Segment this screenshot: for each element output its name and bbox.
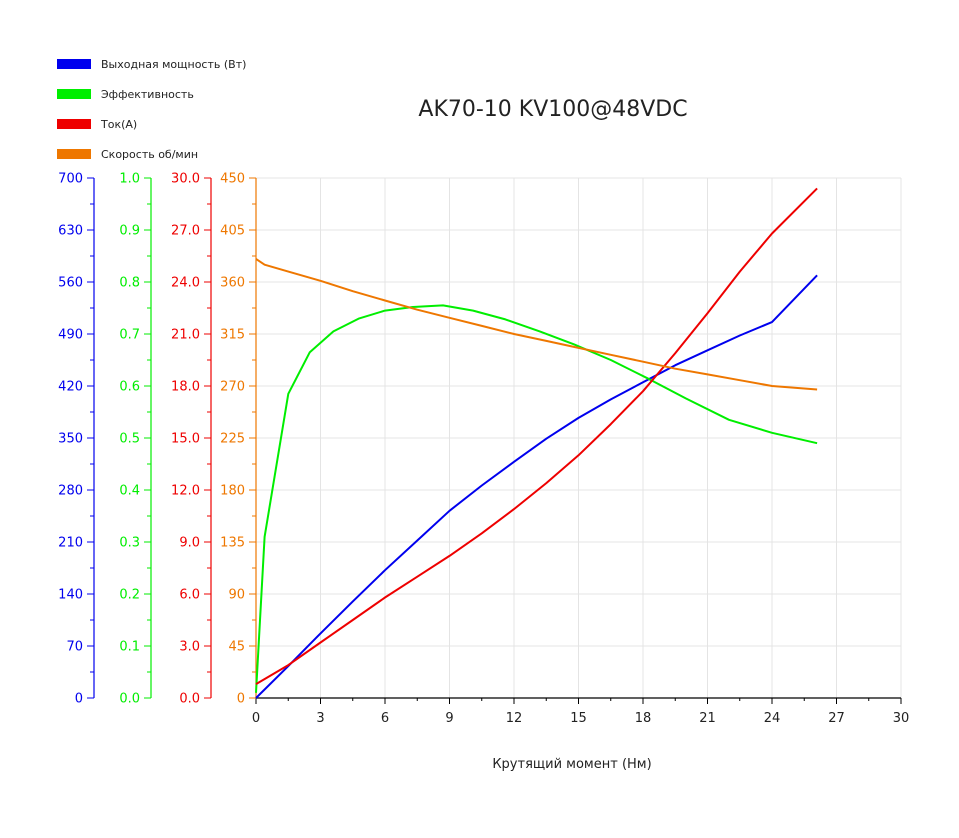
y-tick-label-eff: 0.9 [119,224,140,239]
y-tick-label-power: 140 [58,588,83,603]
y-tick-label-current: 0.0 [179,692,200,707]
y-tick-label-current: 15.0 [171,432,200,447]
series-line-current [255,187,818,685]
y-tick-label-current: 30.0 [171,172,200,187]
y-tick-label-current: 12.0 [171,484,200,499]
y-tick-label-eff: 1.0 [119,172,140,187]
y-tick-label-power: 490 [58,328,83,343]
x-tick-label: 9 [445,711,453,726]
y-tick-label-power: 560 [58,276,83,291]
y-tick-label-power: 280 [58,484,83,499]
y-tick-label-power: 210 [58,536,83,551]
y-tick-label-current: 6.0 [179,588,200,603]
legend-swatch-current [57,119,91,129]
y-tick-label-power: 630 [58,224,83,239]
y-tick-label-eff: 0.2 [119,588,140,603]
x-axis-label: Крутящий момент (Нм) [492,757,651,772]
y-tick-label-current: 9.0 [179,536,200,551]
y-tick-label-speed: 270 [220,380,245,395]
legend-label-eff: Эффективность [101,88,194,101]
y-tick-label-eff: 0.6 [119,380,140,395]
x-tick-label: 6 [381,711,389,726]
y-tick-label-speed: 450 [220,172,245,187]
x-tick-label: 15 [570,711,587,726]
y-tick-label-speed: 180 [220,484,245,499]
y-tick-label-eff: 0.3 [119,536,140,551]
legend-label-power: Выходная мощность (Вт) [101,58,246,71]
y-tick-label-power: 350 [58,432,83,447]
y-tick-label-current: 24.0 [171,276,200,291]
legend-swatch-eff [57,89,91,99]
x-tick-label: 27 [828,711,845,726]
y-tick-label-speed: 405 [220,224,245,239]
y-tick-label-current: 3.0 [179,640,200,655]
y-tick-label-eff: 0.1 [119,640,140,655]
y-tick-label-eff: 0.8 [119,276,140,291]
y-tick-label-eff: 0.4 [119,484,140,499]
y-tick-label-speed: 90 [228,588,245,603]
y-tick-label-speed: 135 [220,536,245,551]
series-line-speed [255,258,818,391]
y-tick-label-power: 70 [66,640,83,655]
chart-title: AK70-10 KV100@48VDC [418,97,687,122]
y-tick-label-eff: 0.7 [119,328,140,343]
y-tick-label-speed: 315 [220,328,245,343]
series-line-power [255,274,818,699]
x-tick-label: 18 [635,711,652,726]
legend: Выходная мощность (Вт) Эффективность Ток(А… [57,58,246,161]
y-tick-label-power: 420 [58,380,83,395]
legend-label-speed: Скорость об/мин [101,148,198,161]
x-tick-label: 3 [316,711,324,726]
y-tick-label-power: 0 [75,692,83,707]
y-tick-label-speed: 225 [220,432,245,447]
legend-swatch-power [57,59,91,69]
y-tick-label-eff: 0.5 [119,432,140,447]
x-tick-label: 24 [764,711,781,726]
x-tick-label: 12 [506,711,523,726]
x-tick-label: 21 [699,711,716,726]
y-tick-label-current: 18.0 [171,380,200,395]
y-tick-label-current: 21.0 [171,328,200,343]
y-tick-label-eff: 0.0 [119,692,140,707]
series-lines [255,187,818,699]
axes: 0 3 6 9 12 15 18 21 24 27 30 0 70 140 210 280 350 420 490 5… [58,172,909,727]
y-tick-label-speed: 360 [220,276,245,291]
y-tick-label-power: 700 [58,172,83,187]
y-tick-label-speed: 45 [228,640,245,655]
grid-lines [256,177,902,698]
legend-label-current: Ток(А) [100,118,137,131]
x-tick-label: 0 [252,711,260,726]
legend-swatch-speed [57,149,91,159]
x-tick-label: 30 [893,711,910,726]
series-line-eff [255,304,818,693]
y-tick-label-speed: 0 [237,692,245,707]
y-tick-label-current: 27.0 [171,224,200,239]
